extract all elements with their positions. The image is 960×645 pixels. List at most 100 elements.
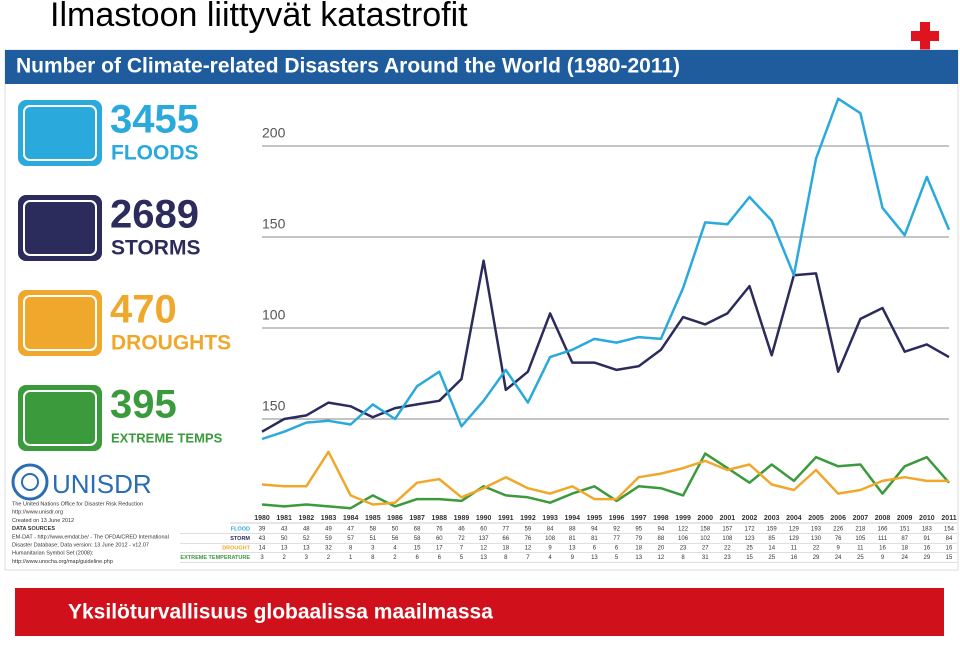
x-tick-label: 2010	[919, 515, 935, 522]
table-cell: 13	[480, 555, 487, 561]
panel-icon-inner	[23, 295, 97, 351]
table-cell: 76	[835, 536, 842, 542]
series-line	[261, 450, 949, 506]
table-cell: 25	[857, 555, 864, 561]
table-cell: 49	[325, 527, 332, 533]
table-cell: 3	[305, 555, 309, 561]
table-cell: 16	[946, 546, 953, 552]
x-tick-label: 1981	[276, 515, 292, 522]
panel-icon-inner	[23, 105, 97, 161]
y-tick-label: 100	[262, 307, 286, 323]
x-tick-label: 1991	[498, 515, 514, 522]
table-cell: 91	[923, 536, 930, 542]
table-cell: 9	[881, 555, 885, 561]
table-cell: 84	[547, 527, 554, 533]
table-cell: 123	[745, 536, 756, 542]
panel-number: 2689	[110, 193, 199, 237]
panel-icon	[18, 290, 102, 356]
table-cell: 60	[480, 527, 487, 533]
table-row-label: FLOOD	[231, 526, 250, 532]
x-tick-label: 1984	[343, 515, 359, 522]
x-tick-label: 1993	[542, 515, 558, 522]
table-cell: 58	[369, 527, 376, 533]
table-cell: 29	[813, 555, 820, 561]
org-name: UNISDR	[52, 469, 152, 499]
red-cross	[911, 22, 939, 50]
x-tick-label: 1980	[254, 515, 270, 522]
table-cell: 85	[768, 536, 775, 542]
panel-icon	[18, 100, 102, 166]
table-cell: 8	[504, 555, 508, 561]
table-cell: 81	[569, 536, 576, 542]
table-cell: 13	[635, 555, 642, 561]
x-tick-label: 1985	[365, 515, 381, 522]
table-cell: 77	[613, 536, 620, 542]
table-cell: 58	[414, 536, 421, 542]
table-cell: 166	[878, 527, 889, 533]
panel-icon-inner	[23, 200, 97, 256]
panel-label: STORMS	[111, 237, 200, 260]
table-cell: 7	[460, 546, 464, 552]
table-cell: 9	[548, 546, 552, 552]
table-cell: 23	[724, 555, 731, 561]
table-cell: 4	[393, 546, 397, 552]
panel-label: FLOODS	[111, 142, 199, 165]
table-cell: 24	[835, 555, 842, 561]
table-cell: 47	[347, 527, 354, 533]
table-cell: 7	[526, 555, 530, 561]
table-cell: 81	[591, 536, 598, 542]
table-cell: 79	[635, 536, 642, 542]
table-cell: 8	[681, 555, 685, 561]
table-cell: 3	[371, 546, 375, 552]
table-cell: 3	[260, 555, 264, 561]
table-cell: 52	[303, 536, 310, 542]
panel-label: DROUGHTS	[111, 332, 231, 355]
table-cell: 50	[281, 536, 288, 542]
table-cell: 27	[702, 546, 709, 552]
table-cell: 66	[502, 536, 509, 542]
table-cell: 94	[658, 527, 665, 533]
table-cell: 6	[615, 546, 619, 552]
panel-label: EXTREME TEMPS	[111, 430, 223, 445]
x-tick-label: 2000	[697, 515, 713, 522]
table-cell: 2	[327, 555, 331, 561]
x-tick-label: 1997	[631, 515, 647, 522]
table-cell: 157	[722, 527, 733, 533]
slide-title: Ilmastoon liittyvät katastrofit	[50, 0, 468, 34]
table-cell: 31	[702, 555, 709, 561]
table-cell: 32	[325, 546, 332, 552]
y-tick-label: 150	[262, 216, 286, 232]
panel-icon	[18, 195, 102, 261]
table-cell: 18	[901, 546, 908, 552]
x-tick-label: 1995	[587, 515, 603, 522]
table-cell: 16	[879, 546, 886, 552]
table-cell: 6	[593, 546, 597, 552]
table-cell: 172	[745, 527, 756, 533]
table-cell: 12	[480, 546, 487, 552]
table-cell: 15	[946, 555, 953, 561]
table-cell: 51	[369, 536, 376, 542]
table-cell: 92	[613, 527, 620, 533]
org-note: Humanitarian Symbol Set (2008):	[12, 551, 94, 557]
table-cell: 20	[658, 546, 665, 552]
table-cell: 77	[502, 527, 509, 533]
table-cell: 218	[855, 527, 866, 533]
table-cell: 14	[768, 546, 775, 552]
table-cell: 158	[700, 527, 711, 533]
x-tick-label: 1989	[454, 515, 470, 522]
footer-text: Yksilöturvallisuus globaalissa maailmass…	[68, 601, 493, 624]
table-cell: 76	[525, 536, 532, 542]
table-cell: 25	[746, 546, 753, 552]
x-tick-label: 1992	[520, 515, 536, 522]
table-cell: 137	[479, 536, 490, 542]
table-cell: 11	[857, 546, 864, 552]
table-cell: 50	[392, 527, 399, 533]
table-cell: 13	[281, 546, 288, 552]
table-cell: 18	[502, 546, 509, 552]
table-cell: 95	[635, 527, 642, 533]
org-note: http://www.unisdr.org	[12, 510, 63, 516]
panel-icon-inner	[23, 390, 97, 446]
table-cell: 130	[811, 536, 822, 542]
x-tick-label: 1983	[321, 515, 337, 522]
